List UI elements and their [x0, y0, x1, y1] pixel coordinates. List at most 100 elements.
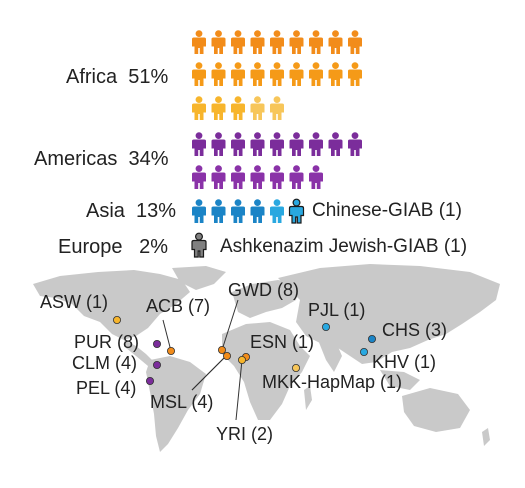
- person-icon-africa: [328, 62, 343, 86]
- asia-percent: 13%: [136, 200, 177, 222]
- person-icon-asia: [192, 199, 206, 223]
- esn-label: ESN (1): [250, 332, 315, 352]
- americas-label: Americas 34%: [34, 148, 169, 171]
- continents: [33, 264, 500, 452]
- acb-label: ACB (7): [146, 296, 211, 316]
- person-icon-americas: [211, 132, 226, 156]
- africa-percent: 51%: [128, 66, 169, 88]
- msl-label: MSL (4): [150, 392, 214, 412]
- south-america-shape: [146, 356, 206, 452]
- khv-dot: [359, 347, 368, 356]
- asia-label: Asia 13%: [86, 200, 176, 223]
- person-icon-americas: [270, 165, 284, 189]
- mkk-label: MKK-HapMap (1): [262, 372, 403, 392]
- person-icon-americas: [270, 132, 284, 156]
- asw-label: ASW (1): [40, 292, 109, 312]
- leader-lines: [162, 299, 243, 421]
- acb-dot: [166, 346, 175, 355]
- person-icon-africa: [211, 62, 226, 86]
- mkk-dot: [291, 363, 300, 372]
- person-icon-africa: [192, 62, 206, 86]
- madagascar-shape: [304, 386, 312, 410]
- pel-dot: [145, 376, 154, 385]
- person-icon-americas: [192, 132, 206, 156]
- new-zealand-shape: [482, 428, 490, 446]
- population-dots: [113, 315, 376, 385]
- asw-dot: [113, 315, 122, 324]
- person-icon-americas: [250, 132, 265, 156]
- person-icon-asia: [211, 199, 226, 223]
- msl-dot: [222, 351, 231, 360]
- pjl-dot: [321, 322, 330, 331]
- person-icon-americas: [289, 132, 304, 156]
- yri-leader: [235, 359, 243, 421]
- person-icon-africa: [270, 62, 284, 86]
- europe-region: Europe: [58, 236, 123, 258]
- person-icon-africa: [192, 96, 206, 120]
- person-icon-americas: [211, 165, 226, 189]
- greenland-shape: [172, 266, 226, 290]
- person-icon-africa: [231, 30, 245, 54]
- person-icon-europe: [191, 232, 207, 258]
- person-icon-africa: [192, 30, 206, 54]
- person-icon-americas: [348, 132, 362, 156]
- yri-label: YRI (2): [216, 424, 274, 444]
- person-icon-africa: [231, 96, 245, 120]
- person-icon-africa: [270, 96, 284, 120]
- africa-label: Africa 51%: [66, 66, 168, 89]
- person-icon-asia: [250, 199, 265, 223]
- person-icon-africa: [211, 96, 226, 120]
- person-icon-africa: [309, 30, 323, 54]
- central-america-shape: [124, 340, 154, 366]
- chs-label: CHS (3): [382, 320, 448, 340]
- europe-percent: 2%: [139, 236, 169, 258]
- pjl-label: PJL (1): [308, 300, 366, 320]
- person-icon-americas: [192, 165, 206, 189]
- person-icon-africa: [348, 62, 362, 86]
- person-icon-africa: [250, 30, 265, 54]
- msl-leader-2: [191, 357, 225, 391]
- pel-label: PEL (4): [76, 378, 137, 398]
- southeast-asia-shape: [380, 370, 420, 390]
- person-icon-americas: [231, 165, 245, 189]
- asia-region: Asia: [86, 200, 125, 222]
- person-icon-africa: [289, 62, 304, 86]
- asia-shape: [278, 264, 500, 364]
- person-icon-africa: [250, 62, 265, 86]
- person-icon-africa: [250, 96, 265, 120]
- person-icon-africa: [270, 30, 284, 54]
- africa-shape: [222, 322, 310, 420]
- gwd-label: GWD (8): [228, 280, 299, 300]
- clm-dot: [152, 360, 161, 369]
- europe-label: Europe 2%: [58, 236, 168, 259]
- india-shape: [318, 340, 342, 372]
- north-america-shape: [33, 270, 190, 340]
- europe-shape: [232, 280, 300, 318]
- africa-region: Africa: [66, 66, 118, 88]
- pur-dot: [152, 339, 161, 348]
- europe-note: Ashkenazim Jewish-GIAB (1): [220, 236, 468, 257]
- person-icon-africa: [231, 62, 245, 86]
- americas-percent: 34%: [128, 148, 169, 170]
- person-icon-americas: [289, 165, 304, 189]
- yri-dot: [237, 355, 246, 364]
- person-icon-africa: [211, 30, 226, 54]
- pur-label: PUR (8): [74, 332, 140, 352]
- person-icon-africa: [348, 30, 362, 54]
- person-icon-africa: [289, 30, 304, 54]
- gwd-leader: [221, 299, 239, 351]
- person-icon-americas: [309, 165, 323, 189]
- person-icon-africa: [309, 62, 323, 86]
- acb-leader: [162, 319, 172, 352]
- person-icon-asia: [288, 198, 305, 224]
- person-icon-asia: [270, 199, 284, 223]
- khv-label: KHV (1): [372, 352, 437, 372]
- person-icon-americas: [250, 165, 265, 189]
- people-pictograph: [191, 30, 362, 258]
- person-icon-asia: [231, 199, 245, 223]
- asia-note: Chinese-GIAB (1): [312, 200, 462, 221]
- australia-shape: [402, 388, 470, 432]
- person-icon-americas: [309, 132, 323, 156]
- person-icon-americas: [328, 132, 343, 156]
